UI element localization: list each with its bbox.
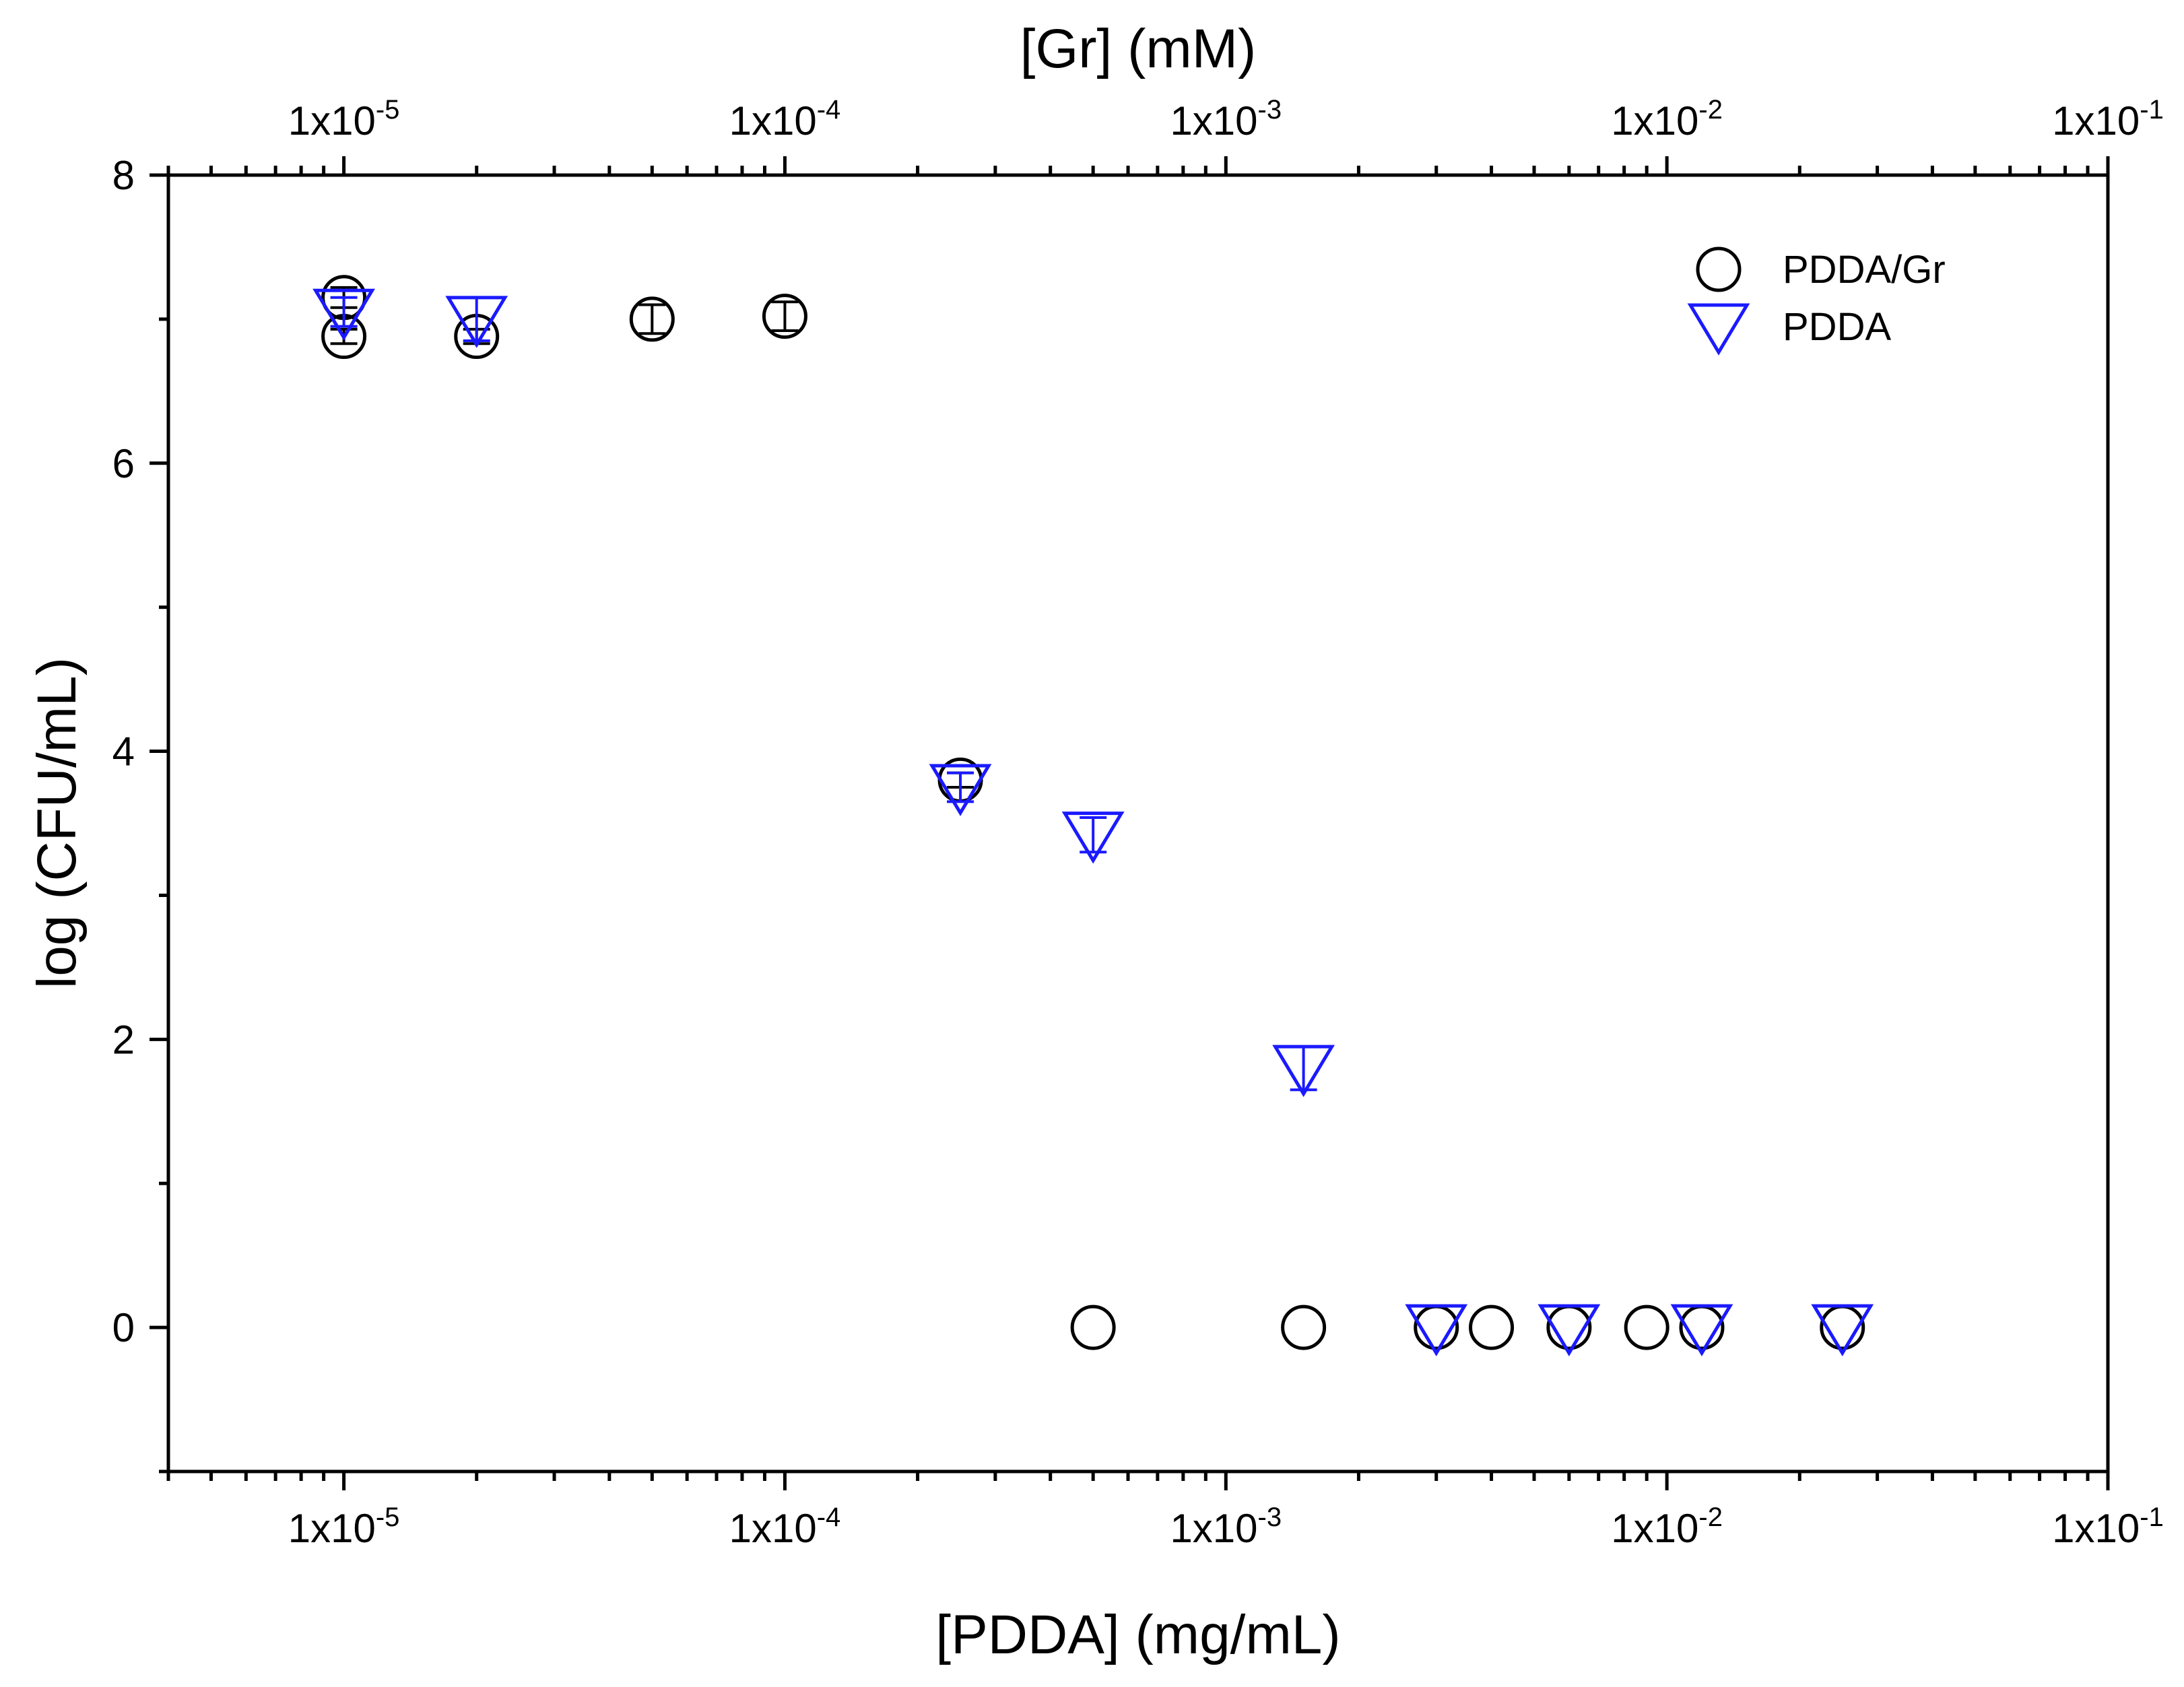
y-tick-label: 4 <box>112 729 135 774</box>
data-point-circle <box>1281 1304 1327 1350</box>
data-point-circle <box>762 294 807 339</box>
data-point-triangle <box>1272 1045 1335 1097</box>
data-point-triangle <box>1811 1304 1874 1356</box>
plot-frame <box>166 173 2110 1474</box>
data-point-triangle <box>929 764 992 816</box>
y-axis-title: log (CFU/mL) <box>26 657 88 989</box>
data-point-triangle <box>445 296 508 348</box>
data-marks <box>312 275 1874 1356</box>
legend-item: PDDA/Gr <box>1696 246 1946 292</box>
top-tick-label: 1x10-3 <box>1170 95 1282 143</box>
legend: PDDA/Gr PDDA <box>1687 246 1946 356</box>
y-tick-label: 2 <box>112 1017 135 1062</box>
axis-ticks <box>150 156 2110 1490</box>
x-tick-label: 1x10-1 <box>2052 1502 2164 1551</box>
x-tick-label: 1x10-4 <box>729 1502 841 1551</box>
x-tick-label: 1x10-2 <box>1611 1502 1723 1551</box>
top-axis-title: [Gr] (mM) <box>1020 18 1257 79</box>
x-tick-label: 1x10-3 <box>1170 1502 1282 1551</box>
top-tick-label: 1x10-1 <box>2052 95 2164 143</box>
top-tick-label: 1x10-4 <box>729 95 841 143</box>
legend-label: PDDA/Gr <box>1783 248 1946 292</box>
legend-label: PDDA <box>1783 305 1891 349</box>
top-tick-label: 1x10-2 <box>1611 95 1723 143</box>
data-point-triangle <box>312 288 376 341</box>
data-point-circle <box>1070 1304 1116 1350</box>
legend-item: PDDA <box>1687 303 1891 356</box>
data-point-triangle <box>1537 1304 1601 1356</box>
top-tick-label: 1x10-5 <box>288 95 400 143</box>
x-axis-title: [PDDA] (mg/mL) <box>935 1604 1340 1665</box>
x-tick-label: 1x10-5 <box>288 1502 400 1551</box>
y-tick-label: 6 <box>112 441 135 486</box>
data-point-triangle <box>1061 812 1125 864</box>
y-tick-label: 0 <box>112 1305 135 1350</box>
data-point-triangle <box>1670 1304 1733 1356</box>
y-tick-label: 8 <box>112 153 135 198</box>
data-point-circle <box>1469 1304 1515 1350</box>
data-point-circle <box>629 296 675 342</box>
axis-tick-labels: 1x10-5 1x10-5 1x10-4 1x10-4 1x10-3 1x10-3 1x10… <box>112 95 2164 1551</box>
data-point-triangle <box>1405 1304 1468 1356</box>
data-point-circle <box>1624 1304 1669 1350</box>
